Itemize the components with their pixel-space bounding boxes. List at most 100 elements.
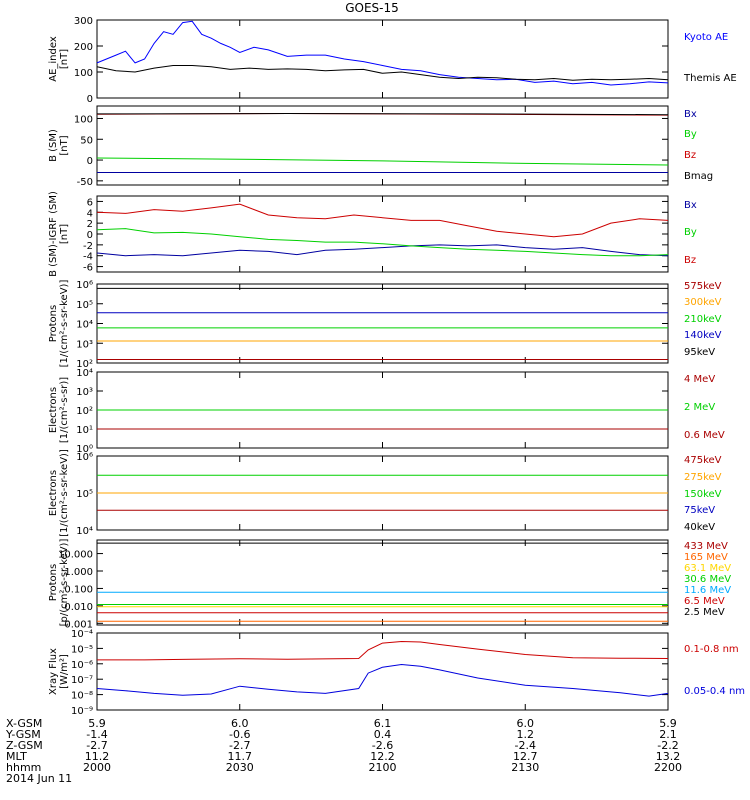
ephemeris-value: 0.4 (373, 728, 392, 741)
y-tick-label: 10³ (76, 387, 93, 398)
y-tick-label: 300 (74, 16, 93, 27)
legend-label: 95keV (684, 347, 715, 358)
ephemeris-value: 2100 (368, 761, 397, 774)
y-axis-label: [1/(cm²-s-sr-keV)] (59, 449, 70, 537)
ephemeris-value: 2000 (83, 761, 111, 774)
legend-label: 0.1-0.8 nm (684, 644, 739, 655)
legend-label: 210keV (684, 314, 722, 325)
y-tick-label: -6 (83, 263, 93, 274)
y-tick-label: 10⁻⁸ (71, 691, 93, 702)
y-tick-label: 0.010 (64, 602, 93, 613)
ephemeris-value: -2.2 (657, 739, 679, 752)
ephemeris-label: 2014 Jun 11 (6, 772, 73, 785)
y-axis-label: Protons (48, 305, 59, 342)
legend-label: 11.6 MeV (684, 585, 731, 596)
y-tick-label: 10⁴ (76, 320, 93, 331)
legend-label: 433 MeV (684, 541, 728, 552)
ephemeris-value: 5.9 (88, 717, 106, 730)
series-line-by (96, 157, 669, 166)
y-axis-label: [p/(cm²-s-sr-keV)] (59, 539, 70, 627)
y-tick-label: -4 (83, 252, 93, 263)
panel-7: 10⁻⁹ 10⁻⁸ 10⁻⁷ 10⁻⁶ 10⁻⁵ 10⁻⁴ Xray Flux [W/m²] 0… (48, 629, 745, 717)
legend-label: By (684, 129, 697, 140)
ephemeris-value: 2200 (654, 761, 682, 774)
y-tick-label: -2 (83, 241, 93, 252)
y-tick-label: 10⁻⁷ (71, 675, 93, 686)
panel-frame (96, 632, 669, 711)
ephemeris-value: -2.7 (229, 739, 251, 752)
ephemeris-value: 13.2 (655, 750, 681, 763)
ephemeris-value: 2030 (225, 761, 254, 774)
y-tick-label: 50 (80, 135, 93, 146)
y-tick-label: 10.000 (58, 550, 93, 561)
y-tick-label: 10⁻⁵ (71, 644, 93, 655)
series-line-0-05-0-4-nm (96, 663, 669, 697)
panel-6: 0.001 0.010 0.100 1.000 10.000 Protons [p/(cm²… (48, 539, 731, 631)
legend-label: 475keV (684, 455, 722, 466)
y-axis-label: B (SM) (48, 129, 59, 162)
ephemeris-label: Y-GSM (6, 728, 41, 741)
legend-label: 300keV (684, 297, 722, 308)
ephemeris-label: hhmm (6, 761, 42, 774)
ephemeris-value: -2.4 (514, 739, 536, 752)
legend-label: Bz (684, 255, 696, 266)
legend-label: Bmag (684, 171, 713, 182)
y-axis-label: B (SM)-IGRF (SM) (48, 191, 59, 277)
y-tick-label: 100 (74, 114, 93, 125)
panel-frame (96, 539, 669, 626)
panel-5: 10⁴ 10⁵ 10⁶ Electrons [1/(cm²-s-sr-keV)] 475k… (48, 449, 722, 537)
legend-label: 40keV (684, 522, 715, 533)
legend-label: Bx (684, 200, 697, 211)
series-line-kyoto-ae (96, 20, 669, 86)
legend-label: Bx (684, 109, 697, 120)
y-tick-label: 10⁶ (76, 280, 93, 291)
panel-1: -50 0 50 100 B (SM) [nT] Bx By Bz Bmag (48, 105, 713, 188)
y-axis-label: [nT] (59, 135, 70, 155)
ephemeris-value: 6.0 (231, 717, 249, 730)
y-tick-label: 10⁻⁶ (71, 660, 93, 671)
y-axis-label: Electrons (48, 387, 59, 433)
ephemeris-value: 12.7 (513, 750, 538, 763)
ephemeris-value: 6.1 (373, 717, 392, 730)
legend-label: By (684, 227, 697, 238)
ephemeris-value: 11.2 (84, 750, 110, 763)
y-tick-label: 10⁻⁹ (71, 706, 93, 717)
y-tick-label: 10² (76, 359, 93, 370)
legend-label: 140keV (684, 330, 722, 341)
panel-frame (96, 105, 669, 186)
y-tick-label: 10⁴ (76, 368, 93, 379)
plot-title: GOES-15 (345, 1, 399, 15)
y-axis-label: [1/(cm²-s-sr)] (59, 377, 70, 443)
y-axis-label: [W/m²] (59, 654, 70, 689)
legend-label: 0.05-0.4 nm (684, 686, 745, 697)
panel-0: 0 100 200 300 AE_index [nT] Kyoto AE Themis AE (48, 16, 737, 105)
panel-3: 10² 10³ 10⁴ 10⁵ 10⁶ Protons [1/(cm²-s-sr-keV)]… (48, 280, 722, 370)
ephemeris-value: -2.6 (371, 739, 394, 752)
legend-label: 275keV (684, 472, 722, 483)
y-tick-label: 10⁴ (76, 526, 93, 537)
y-tick-label: 2 (87, 219, 93, 230)
legend-label: 2 MeV (684, 402, 715, 413)
y-tick-label: 0 (87, 94, 93, 105)
ephemeris-value: -0.6 (229, 728, 251, 741)
ephemeris-value: -2.7 (86, 739, 108, 752)
ephemeris-value: 11.7 (227, 750, 253, 763)
ephemeris-value: 5.9 (659, 717, 677, 730)
panel-frame (96, 283, 669, 364)
y-tick-label: 6 (87, 197, 93, 208)
series-line-by (96, 228, 669, 257)
ephemeris-value: -1.4 (86, 728, 108, 741)
y-tick-label: 10⁻⁴ (71, 629, 93, 640)
legend-label: 2.5 MeV (684, 607, 725, 618)
panel-frame (96, 19, 669, 99)
ephemeris-label: MLT (6, 750, 27, 763)
y-tick-label: 1.000 (64, 567, 93, 578)
y-tick-label: 200 (74, 42, 93, 53)
legend-label: Themis AE (683, 73, 737, 84)
y-tick-label: 10⁶ (76, 452, 93, 463)
ephemeris-value: 6.0 (516, 717, 535, 730)
ephemeris-label: Z-GSM (6, 739, 43, 752)
y-tick-label: 10⁵ (76, 489, 93, 500)
ephemeris-value: 2130 (511, 761, 540, 774)
